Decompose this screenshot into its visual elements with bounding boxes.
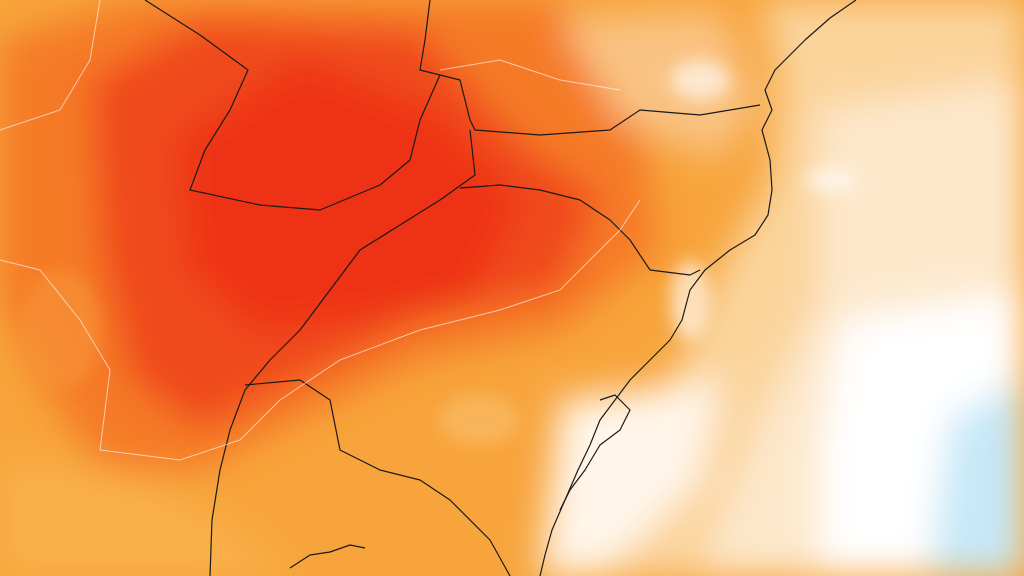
hottest-core <box>180 60 520 330</box>
boundaries <box>144 0 857 576</box>
contour <box>439 59 621 91</box>
international-border <box>209 129 476 576</box>
noise-blobs <box>20 60 855 445</box>
lagoon-edge <box>289 544 366 569</box>
blob <box>670 60 730 100</box>
state-border-north <box>144 0 761 211</box>
blob <box>20 270 100 390</box>
contour <box>0 0 101 131</box>
coastline <box>539 0 857 576</box>
blob <box>805 168 855 192</box>
blob <box>440 395 520 445</box>
north-pale <box>560 10 760 160</box>
coastal-white <box>540 380 720 576</box>
state-border-top <box>419 0 441 76</box>
contour <box>0 199 641 461</box>
southwest-warm <box>0 460 300 576</box>
contour-lines <box>0 0 641 461</box>
blob <box>670 260 710 340</box>
state-border-middle <box>459 184 701 276</box>
cold-ocean <box>930 380 1024 576</box>
state-border-south <box>244 379 511 576</box>
lagoon <box>559 394 631 511</box>
